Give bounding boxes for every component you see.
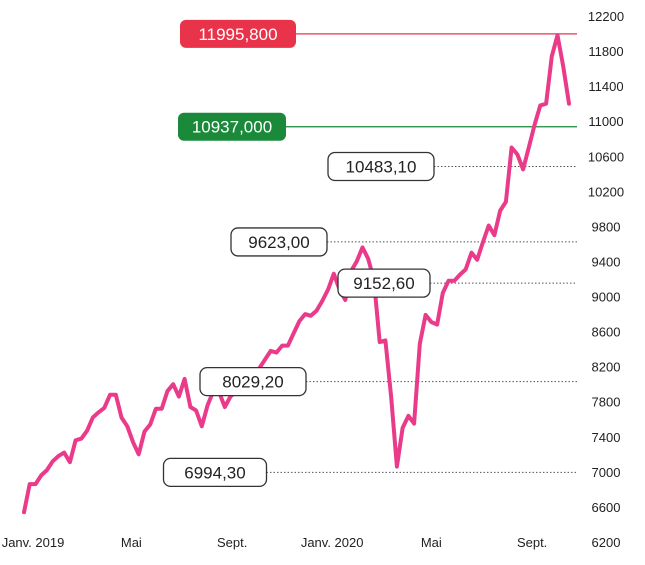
- y-tick-label: 8200: [592, 360, 621, 375]
- x-tick-label: Mai: [421, 535, 442, 550]
- level-label-box: [230, 227, 328, 257]
- x-tick-label: Sept.: [217, 535, 247, 550]
- y-tick-label: 7800: [592, 395, 621, 410]
- y-tick-label: 8600: [592, 325, 621, 340]
- y-tick-label: 11400: [588, 79, 623, 94]
- y-tick-label: 6200: [592, 535, 621, 550]
- level-label-box: [199, 366, 307, 397]
- y-tick-label: 9400: [592, 254, 621, 269]
- x-tick-label: Sept.: [517, 535, 547, 550]
- y-tick-label: 7000: [592, 465, 621, 480]
- y-tick-label: 11800: [588, 44, 623, 59]
- x-tick-label: Mai: [121, 535, 142, 550]
- level-label-box: [337, 268, 431, 298]
- y-tick-label: 12200: [588, 9, 624, 24]
- price-series-line: [22, 33, 571, 515]
- support-label-box: [178, 112, 286, 141]
- support-label: 10937,000: [192, 118, 272, 137]
- y-tick-label: 10200: [588, 184, 624, 199]
- y-tick-label: 6600: [592, 500, 621, 515]
- y-tick-label: 7400: [592, 430, 621, 445]
- level-label: 6994,30: [184, 463, 245, 482]
- level-label-box: [162, 457, 268, 488]
- level-label: 8029,20: [222, 373, 283, 392]
- level-label: 9623,00: [248, 233, 309, 252]
- y-tick-label: 9800: [592, 219, 621, 234]
- level-label: 9152,60: [353, 274, 414, 293]
- y-tick-label: 9000: [592, 290, 621, 305]
- level-label-box: [327, 151, 435, 182]
- resistance-label: 11995,800: [198, 25, 277, 44]
- level-label: 10483,10: [346, 158, 417, 177]
- x-tick-label: Janv. 2020: [301, 535, 364, 550]
- resistance-label-box: [180, 19, 296, 48]
- y-tick-label: 10600: [588, 149, 624, 164]
- y-tick-label: 11000: [588, 114, 623, 129]
- x-tick-label: Janv. 2019: [2, 535, 65, 550]
